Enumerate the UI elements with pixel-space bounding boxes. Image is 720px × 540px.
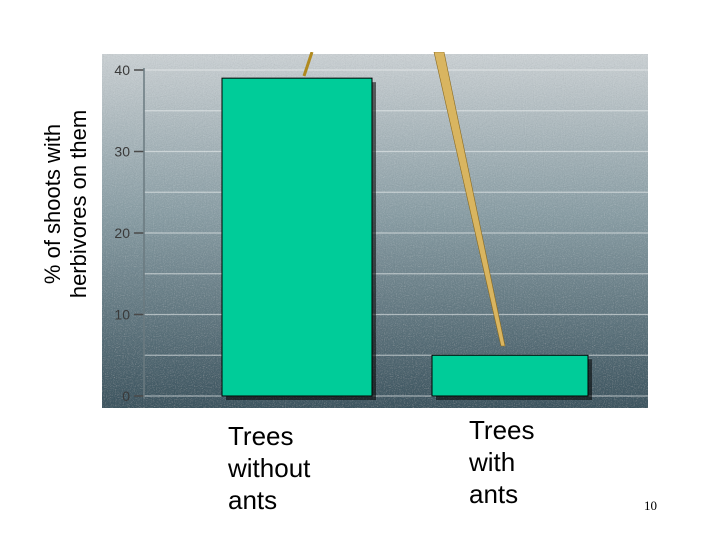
bars — [221, 77, 592, 401]
bar — [431, 354, 589, 397]
y-tick-label: 10 — [114, 307, 130, 323]
bar — [221, 77, 373, 397]
y-tick-labels: 0 10 20 30 40 — [114, 62, 144, 404]
x-category-label: Trees with ants — [469, 415, 535, 509]
y-axis-label: % of shoots with herbivores on them — [28, 58, 104, 350]
y-axis-label-text: % of shoots with herbivores on them — [40, 109, 91, 299]
y-tick-label: 20 — [114, 225, 130, 241]
slide-number: 10 — [644, 498, 657, 513]
thorn-decoration — [433, 52, 506, 347]
y-tick-label: 0 — [122, 388, 130, 404]
pin-decoration — [302, 52, 314, 77]
x-category-label: Trees without ants — [228, 421, 311, 515]
bar-chart: 0 10 20 30 40 — [102, 52, 648, 408]
y-tick-label: 40 — [114, 62, 130, 78]
y-tick-label: 30 — [114, 144, 130, 160]
